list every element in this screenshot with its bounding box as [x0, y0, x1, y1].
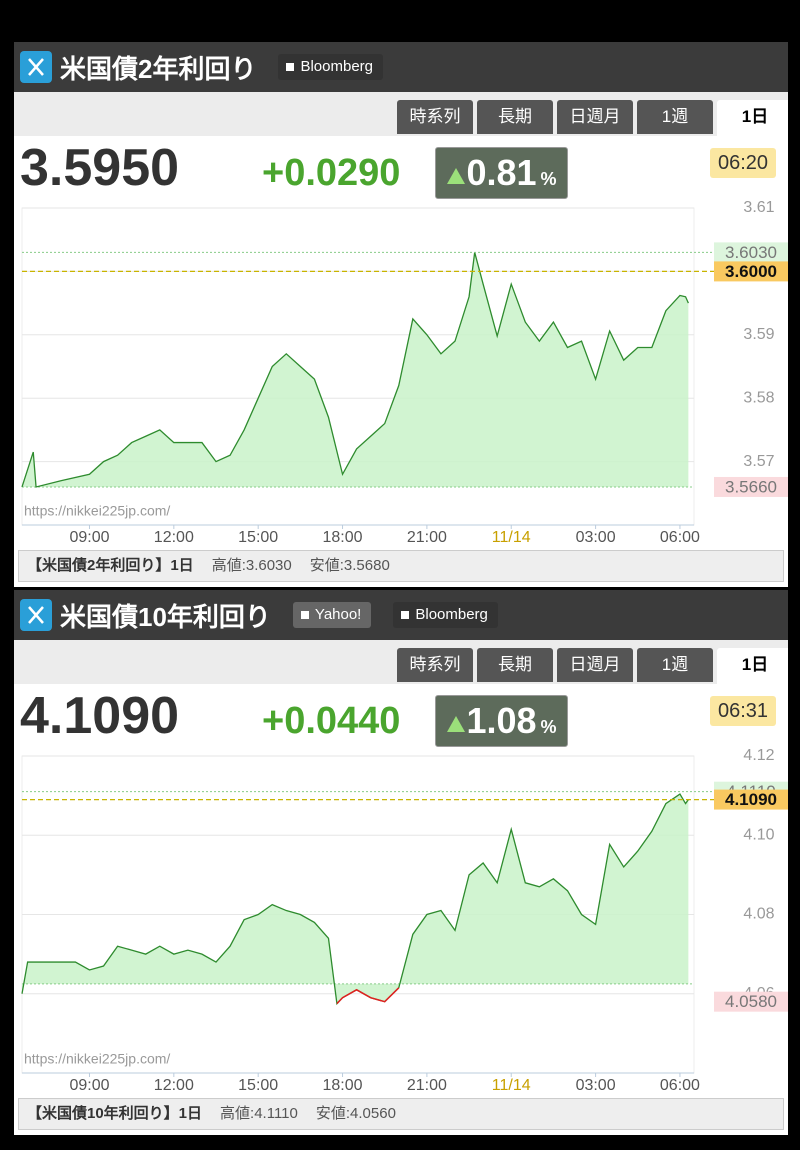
footer-high: 高値:4.1110 — [220, 1105, 298, 1122]
ref-label-bg — [714, 476, 788, 497]
tab[interactable]: 時系列 — [397, 100, 473, 134]
badge-icon — [300, 610, 309, 619]
x-tick-label: 03:00 — [576, 1077, 616, 1094]
price: 4.1090 — [20, 687, 180, 745]
tab[interactable]: 長期 — [477, 100, 553, 134]
ref-label-bg — [714, 991, 788, 1012]
change: +0.0440 — [262, 700, 401, 742]
ref-label: 4.1090 — [725, 790, 777, 809]
line — [21, 252, 689, 488]
pct-unit: % — [540, 716, 557, 737]
ref-label-bg — [714, 261, 788, 282]
ref-label: 3.6030 — [725, 243, 777, 262]
x-tick-label: 11/14 — [492, 1077, 531, 1094]
source-badge[interactable]: Yahoo! — [292, 602, 372, 628]
price: 3.5950 — [20, 139, 180, 197]
tab[interactable]: 長期 — [477, 648, 553, 682]
footer: 【米国債10年利回り】1日 高値:4.1110 安値:4.0560 — [18, 1098, 784, 1130]
x-tick-label: 11/14 — [492, 529, 531, 546]
y-tick-label: 4.08 — [743, 906, 774, 923]
source-badge[interactable]: Bloomberg — [278, 54, 384, 80]
x-icon[interactable] — [20, 51, 52, 83]
ref-label: 3.6000 — [725, 262, 777, 281]
arrow — [447, 168, 466, 184]
footer-low: 安値:4.0560 — [315, 1105, 396, 1122]
tab[interactable]: 1週 — [637, 100, 713, 134]
pct-value: 1.08 — [466, 700, 537, 741]
x-tick-label: 18:00 — [323, 529, 363, 546]
tab[interactable]: 1日 — [717, 648, 788, 684]
x-icon[interactable] — [20, 599, 52, 631]
ref-label-bg — [714, 242, 788, 263]
tabs: 時系列 長期 日週月 1週 1日 — [14, 640, 788, 684]
watermark: https://nikkei225jp.com/ — [24, 1051, 170, 1067]
x-tick-label: 18:00 — [323, 1077, 363, 1094]
change: +0.0290 — [262, 152, 401, 194]
footer-high: 高値:3.6030 — [211, 557, 292, 574]
panel: 米国債10年利回り Yahoo! Bloomberg 時系列 長期 日週月 1週 1日 4.10… — [14, 590, 788, 1135]
tab[interactable]: 1週 — [637, 648, 713, 682]
ref-label: 4.0580 — [725, 992, 777, 1011]
change-pct: 0.81% — [435, 147, 568, 199]
tab[interactable]: 時系列 — [397, 648, 473, 682]
header: 米国債2年利回り Bloomberg — [14, 42, 788, 92]
x-tick-label: 06:00 — [660, 529, 700, 546]
x-tick-label: 09:00 — [69, 529, 109, 546]
change-pct: 1.08% — [435, 695, 568, 747]
time: 06:20 — [710, 148, 776, 178]
y-tick-label: 4.10 — [743, 826, 774, 843]
x-tick-label: 21:00 — [407, 1077, 447, 1094]
tab[interactable]: 日週月 — [557, 648, 633, 682]
y-tick-label: 3.58 — [743, 389, 774, 406]
time: 06:31 — [710, 696, 776, 726]
footer-low: 安値:3.5680 — [309, 557, 390, 574]
x-tick-label: 21:00 — [407, 529, 447, 546]
y-tick-label: 3.57 — [743, 453, 774, 470]
badge-text: Bloomberg — [300, 58, 374, 75]
area — [22, 794, 689, 1004]
tabs: 時系列 長期 日週月 1週 1日 — [14, 92, 788, 136]
badge-text: Bloomberg — [415, 606, 488, 623]
ref-label-bg — [714, 789, 788, 810]
y-tick-label: 4.12 — [743, 747, 774, 764]
icon-x — [28, 606, 44, 624]
title: 米国債2年利回り — [60, 53, 257, 84]
icon-x — [28, 58, 44, 76]
source-badge[interactable]: Bloomberg — [393, 602, 498, 628]
title: 米国債10年利回り — [60, 601, 271, 632]
chart: 4.064.084.104.1209:0012:0015:0018:0021:0… — [21, 747, 788, 1094]
y-tick-label: 3.61 — [743, 199, 774, 216]
arrow — [447, 716, 466, 732]
x-tick-label: 03:00 — [576, 529, 616, 546]
watermark: https://nikkei225jp.com/ — [24, 503, 170, 519]
x-tick-label: 06:00 — [660, 1077, 700, 1094]
badge-text: Yahoo! — [314, 606, 362, 623]
x-tick-label: 09:00 — [69, 1077, 109, 1094]
pct-value: 0.81 — [466, 152, 537, 193]
area — [22, 252, 689, 487]
footer: 【米国債2年利回り】1日 高値:3.6030 安値:3.5680 — [18, 550, 784, 582]
panel: 米国債2年利回り Bloomberg 時系列 長期 日週月 1週 1日 3.5950 +0.02… — [14, 42, 788, 587]
x-tick-label: 15:00 — [238, 1077, 278, 1094]
ref-label: 3.5660 — [725, 477, 777, 496]
footer-name: 【米国債10年利回り】1日 — [27, 1105, 203, 1122]
x-tick-label: 15:00 — [238, 529, 278, 546]
badge-icon — [401, 610, 410, 619]
chart: 3.573.583.593.603.6109:0012:0015:0018:00… — [21, 199, 788, 546]
tab[interactable]: 日週月 — [557, 100, 633, 134]
pct-unit: % — [540, 168, 557, 189]
up-arrow — [447, 716, 466, 732]
y-tick-label: 3.59 — [743, 326, 774, 343]
x-tick-label: 12:00 — [154, 1077, 194, 1094]
x-tick-label: 12:00 — [154, 529, 194, 546]
badge-icon — [286, 62, 295, 71]
up-arrow — [447, 168, 466, 184]
footer-name: 【米国債2年利回り】1日 — [27, 557, 194, 574]
down-line — [336, 987, 400, 1005]
header: 米国債10年利回り Yahoo! Bloomberg — [14, 590, 788, 640]
tab[interactable]: 1日 — [717, 100, 788, 136]
